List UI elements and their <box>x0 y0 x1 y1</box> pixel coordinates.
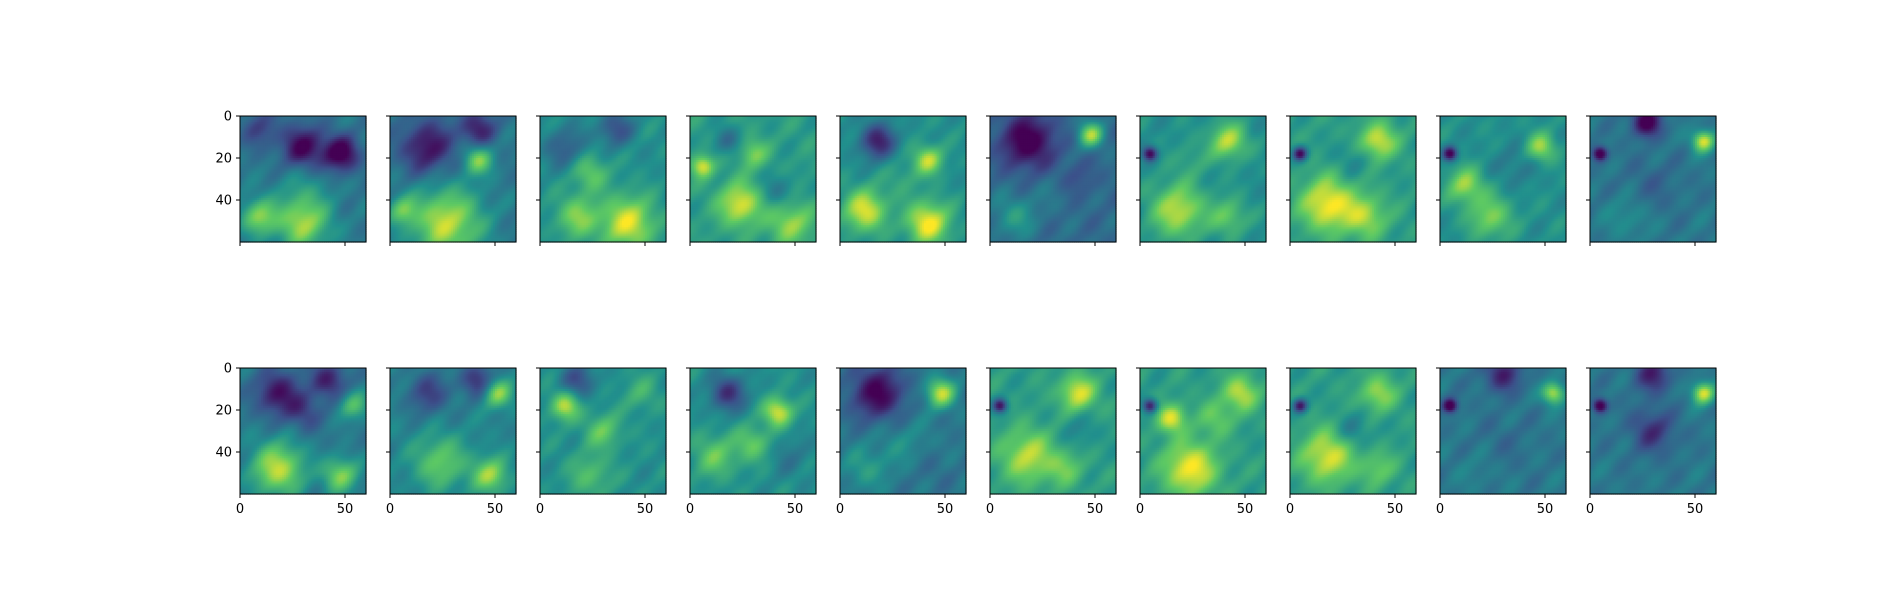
heatmap-image <box>240 116 367 243</box>
